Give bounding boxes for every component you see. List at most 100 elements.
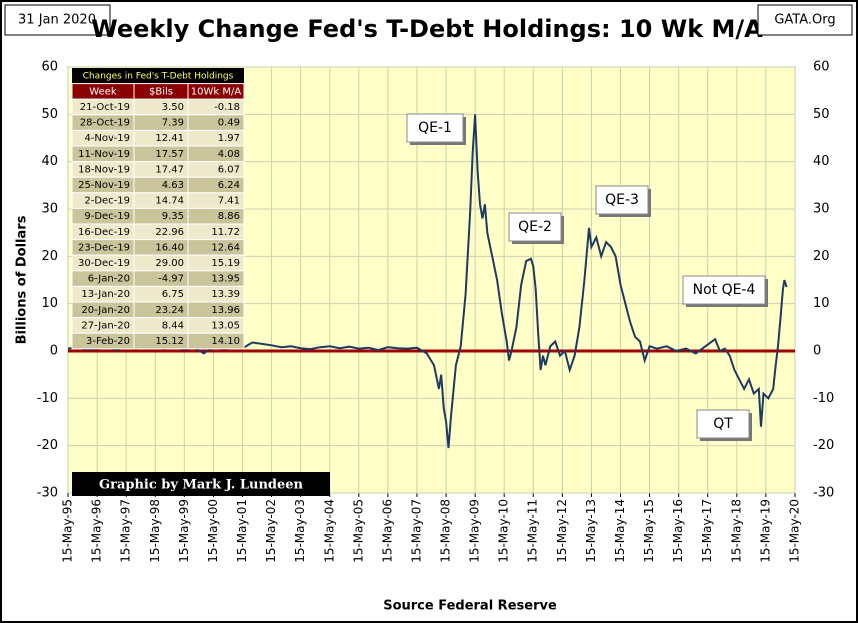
x-tick-label: 15-May-16 [671, 499, 685, 563]
date-box [4, 4, 111, 36]
table-cell-text: 8.44 [162, 320, 184, 331]
table-title: Changes in Fed's T-Debt Holdings [83, 71, 234, 81]
y-tick-label: 40 [41, 154, 58, 169]
table-cell-text: 27-Jan-20 [81, 320, 130, 331]
table-title-bg [72, 68, 244, 84]
y-tick-label: 0 [50, 344, 58, 359]
table-cell-text: -4.97 [158, 274, 184, 285]
table-cell-text: 2-Dec-19 [84, 196, 130, 207]
x-tick-label: 15-May-10 [497, 499, 511, 563]
table-cell-text: 12.64 [211, 242, 240, 253]
table-cell-text: 16-Dec-19 [78, 227, 130, 238]
table-cell-text: 3-Feb-20 [86, 336, 130, 347]
table-cell-text: 11.72 [211, 227, 240, 238]
x-tick-label: 15-May-03 [293, 499, 307, 563]
table-cell-text: 13.39 [211, 289, 240, 300]
table-cell-text: -0.18 [214, 102, 240, 113]
table-header: Week [89, 86, 117, 97]
x-tick-label: 15-May-97 [119, 499, 133, 563]
x-tick-label: 15-May-18 [729, 499, 743, 563]
data-line [67, 114, 788, 449]
annotation: QE-3 [605, 192, 639, 208]
table-cell-text: 9.35 [162, 211, 184, 222]
table-cell-text: 22.96 [155, 227, 184, 238]
y2-tick-label: 0 [813, 344, 821, 359]
annotation-box [682, 275, 766, 305]
y2-tick-label: -20 [813, 438, 834, 453]
site-label: GATA.Org [774, 13, 835, 28]
x-tick-label: 15-May-06 [380, 499, 394, 563]
table-cell-text: 28-Oct-19 [80, 118, 130, 129]
x-tick-label: 15-May-12 [555, 499, 569, 563]
annotation: QE-2 [518, 219, 552, 235]
y-tick-label: 20 [41, 249, 58, 264]
x-tick-label: 15-May-96 [90, 499, 104, 563]
table-cell-text: 8.86 [218, 211, 240, 222]
x-tick-label: 15-May-11 [526, 499, 540, 563]
y-tick-label: 50 [41, 107, 58, 122]
x-tick-label: 15-May-95 [61, 499, 75, 563]
x-tick-label: 15-May-14 [613, 499, 627, 563]
annotation-box [406, 113, 464, 143]
y2-tick-label: 20 [813, 249, 830, 264]
table-cell-text: 13-Jan-20 [81, 289, 130, 300]
table-cell-text: 15.12 [155, 336, 184, 347]
y2-tick-label: 40 [813, 154, 830, 169]
x-tick-label: 15-May-01 [235, 499, 249, 563]
x-tick-label: 15-May-00 [206, 499, 220, 563]
table-cell-text: 6-Jan-20 [88, 274, 130, 285]
table-cell-text: 6.24 [218, 180, 240, 191]
table-cell-text: 13.96 [211, 305, 240, 316]
x-tick-label: 15-May-07 [409, 499, 423, 563]
annotation-box [508, 212, 562, 242]
x-tick-label: 15-May-17 [700, 499, 714, 563]
y-axis-title: Billions of Dollars [15, 215, 30, 344]
table-cell-text: 7.39 [162, 118, 184, 129]
x-tick-label: 15-May-02 [264, 499, 278, 563]
table-cell-text: 17.57 [155, 149, 184, 160]
table-cell-text: 4-Nov-19 [84, 133, 130, 144]
table-cell-text: 1.97 [218, 133, 240, 144]
y2-tick-label: 50 [813, 107, 830, 122]
table-cell-text: 6.07 [218, 164, 240, 175]
table-cell-text: 25-Nov-19 [78, 180, 130, 191]
y-tick-label: -20 [37, 438, 58, 453]
table-cell [187, 332, 245, 350]
annotation: Not QE-4 [693, 282, 756, 298]
x-tick-label: 15-May-19 [758, 499, 772, 563]
y2-tick-label: 30 [813, 202, 830, 217]
table-cell-text: 7.41 [218, 196, 240, 207]
x-tick-label: 15-May-05 [351, 499, 365, 563]
x-tick-label: 15-May-99 [177, 499, 191, 563]
y2-tick-label: 60 [813, 60, 830, 75]
credit: Graphic by Mark J. Lundeen [99, 478, 304, 493]
table-cell-text: 18-Nov-19 [78, 164, 130, 175]
table-cell-text: 29.00 [155, 258, 184, 269]
table-cell-text: 9-Dec-19 [84, 211, 130, 222]
table-cell-text: 16.40 [155, 242, 184, 253]
annotation-box [696, 409, 750, 439]
table-cell-text: 23-Dec-19 [78, 242, 130, 253]
y2-tick-label: 10 [813, 296, 830, 311]
x-tick-label: 15-May-20 [788, 499, 802, 563]
y-tick-label: 60 [41, 60, 58, 75]
annotation: QT [713, 416, 733, 432]
annotation-box [595, 185, 649, 215]
table-cell-text: 21-Oct-19 [80, 102, 130, 113]
annotation: QE-1 [418, 120, 452, 136]
table-cell-text: 30-Dec-19 [78, 258, 130, 269]
chart-title: Weekly Change Fed's T-Debt Holdings: 10 … [91, 15, 763, 43]
x-axis-title: Source Federal Reserve [383, 599, 557, 614]
y2-tick-label: -30 [813, 486, 834, 501]
x-tick-label: 15-May-98 [148, 499, 162, 563]
date-label: 31 Jan 2020 [18, 13, 96, 28]
x-tick-label: 15-May-13 [584, 499, 598, 563]
table-cell-text: 4.63 [162, 180, 184, 191]
x-tick-label: 15-May-15 [642, 499, 656, 563]
table-cell-text: 4.08 [218, 149, 240, 160]
table-header: 10Wk M/A [191, 86, 242, 97]
x-tick-label: 15-May-09 [468, 499, 482, 563]
table-header: $Bils [149, 86, 173, 97]
y-tick-label: 30 [41, 202, 58, 217]
